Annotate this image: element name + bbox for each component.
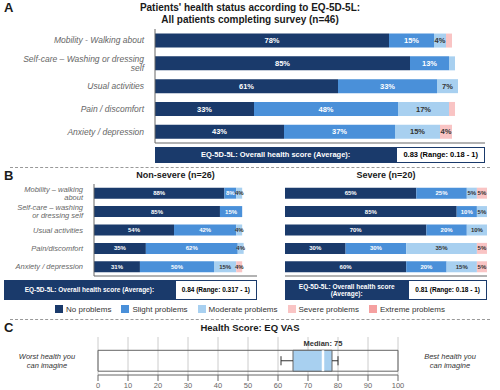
- svg-text:5%: 5%: [478, 264, 487, 270]
- svg-text:0: 0: [96, 381, 100, 389]
- html-text:Severe problems: Severe problems: [298, 304, 359, 314]
- svg-text:Usual activities: Usual activities: [87, 81, 144, 91]
- svg-text:31%: 31%: [111, 264, 124, 270]
- svg-text:Mobility - Walking about: Mobility - Walking about: [54, 35, 145, 45]
- html-text:Best health you can imagine: Best health you can imagine: [424, 352, 476, 370]
- svg-text:50%: 50%: [171, 264, 184, 270]
- svg-text:15%: 15%: [456, 264, 469, 270]
- html-text:0.84 (Range: 0.317 - 1): 0.84 (Range: 0.317 - 1): [181, 286, 250, 294]
- svg-text:20: 20: [154, 381, 162, 389]
- svg-text:Mobility – walkingabout: Mobility – walkingabout: [24, 185, 84, 202]
- svg-text:15%: 15%: [410, 127, 425, 136]
- html-text:No problems: No problems: [66, 304, 112, 314]
- svg-text:15%: 15%: [225, 209, 238, 215]
- svg-text:5%: 5%: [478, 245, 487, 251]
- html-text:Worst health you can imagine: Worst health you can imagine: [18, 352, 76, 370]
- html-text:Severe (n=20): Severe (n=20): [356, 170, 416, 180]
- svg-text:Anxiety / depression: Anxiety / depression: [66, 127, 144, 137]
- svg-text:4%: 4%: [235, 227, 244, 233]
- html-text:0.81 (Range: 0.18 - 1): 0.81 (Range: 0.18 - 1): [415, 286, 480, 294]
- html-text:Non-severe (n=26): Non-severe (n=26): [136, 170, 215, 180]
- svg-text:Anxiety / depression: Anxiety / depression: [14, 262, 83, 271]
- svg-text:33%: 33%: [197, 105, 212, 114]
- svg-text:7%: 7%: [442, 82, 453, 91]
- svg-text:20%: 20%: [420, 264, 433, 270]
- html-text:Patients' health status accord: Patients' health status according to EQ-…: [139, 2, 361, 25]
- svg-text:33%: 33%: [380, 82, 395, 91]
- svg-text:4%: 4%: [435, 36, 446, 45]
- svg-text:60: 60: [274, 381, 282, 389]
- svg-text:37%: 37%: [332, 127, 347, 136]
- svg-text:30%: 30%: [309, 245, 322, 251]
- svg-text:4%: 4%: [236, 245, 245, 251]
- html-text:B: B: [4, 168, 14, 183]
- svg-text:78%: 78%: [264, 36, 279, 45]
- svg-text:10%: 10%: [471, 227, 484, 233]
- svg-text:8%: 8%: [226, 190, 235, 197]
- svg-text:Pain / discomfort: Pain / discomfort: [81, 104, 145, 114]
- html-text:Health Score: EQ VAS: Health Score: EQ VAS: [200, 322, 300, 333]
- svg-text:30%: 30%: [370, 245, 383, 251]
- svg-text:61%: 61%: [239, 82, 254, 91]
- svg-text:Pain/discomfort: Pain/discomfort: [31, 244, 84, 253]
- svg-text:90: 90: [364, 381, 372, 389]
- html-text:EQ-5D-5L: Overall health score: EQ-5D-5L: Overall health score (Average)…: [201, 149, 351, 159]
- html-text:C: C: [4, 320, 14, 335]
- svg-text:4%: 4%: [235, 190, 244, 196]
- svg-text:Self-care – washingor dressing: Self-care – washingor dressing self: [17, 203, 84, 220]
- svg-text:13%: 13%: [422, 59, 437, 68]
- svg-text:70%: 70%: [350, 227, 363, 233]
- svg-text:Self-care – Washing or dressin: Self-care – Washing or dressingself: [23, 54, 145, 73]
- svg-text:35%: 35%: [436, 245, 449, 251]
- svg-text:65%: 65%: [345, 190, 358, 196]
- svg-text:Median: 75: Median: 75: [304, 339, 343, 348]
- svg-text:85%: 85%: [275, 59, 290, 68]
- html-text:EQ-5D-5L: Overall health score: EQ-5D-5L: Overall health score (Average)…: [298, 282, 395, 297]
- svg-text:15%: 15%: [404, 36, 419, 45]
- svg-text:4%: 4%: [441, 127, 452, 136]
- svg-text:4%: 4%: [235, 264, 244, 270]
- html-text:A: A: [4, 0, 14, 15]
- html-text:Moderate problems: Moderate problems: [208, 304, 278, 314]
- html-text:Extreme problems: Extreme problems: [380, 304, 445, 314]
- svg-text:10: 10: [124, 381, 132, 389]
- html-text:EQ-5D-5L: Overall health score: EQ-5D-5L: Overall health score (Average)…: [24, 286, 155, 294]
- svg-text:60%: 60%: [340, 264, 353, 270]
- svg-text:85%: 85%: [365, 209, 378, 215]
- svg-text:20%: 20%: [441, 227, 454, 233]
- svg-text:62%: 62%: [186, 245, 199, 251]
- svg-text:70: 70: [304, 381, 312, 389]
- svg-text:10%: 10%: [461, 209, 474, 215]
- svg-text:17%: 17%: [416, 105, 431, 114]
- html-text:0.83 (Range: 0.18 - 1): 0.83 (Range: 0.18 - 1): [403, 149, 478, 159]
- svg-text:100: 100: [392, 381, 405, 389]
- svg-text:5%: 5%: [478, 190, 487, 196]
- svg-text:40: 40: [214, 381, 222, 389]
- svg-text:48%: 48%: [318, 105, 333, 114]
- svg-text:30: 30: [184, 381, 192, 389]
- svg-text:88%: 88%: [153, 190, 166, 196]
- svg-text:5%: 5%: [468, 190, 477, 196]
- svg-text:42%: 42%: [199, 227, 212, 233]
- svg-text:85%: 85%: [151, 209, 164, 215]
- svg-text:15%: 15%: [219, 264, 232, 270]
- svg-text:80: 80: [334, 381, 342, 389]
- svg-text:25%: 25%: [436, 190, 449, 196]
- svg-text:50: 50: [244, 381, 252, 389]
- svg-text:Usual activities: Usual activities: [33, 226, 83, 235]
- svg-text:54%: 54%: [128, 227, 141, 233]
- svg-text:35%: 35%: [114, 245, 127, 251]
- html-text:Slight problems: Slight problems: [132, 304, 188, 314]
- svg-text:43%: 43%: [212, 127, 227, 136]
- svg-text:5%: 5%: [478, 209, 487, 215]
